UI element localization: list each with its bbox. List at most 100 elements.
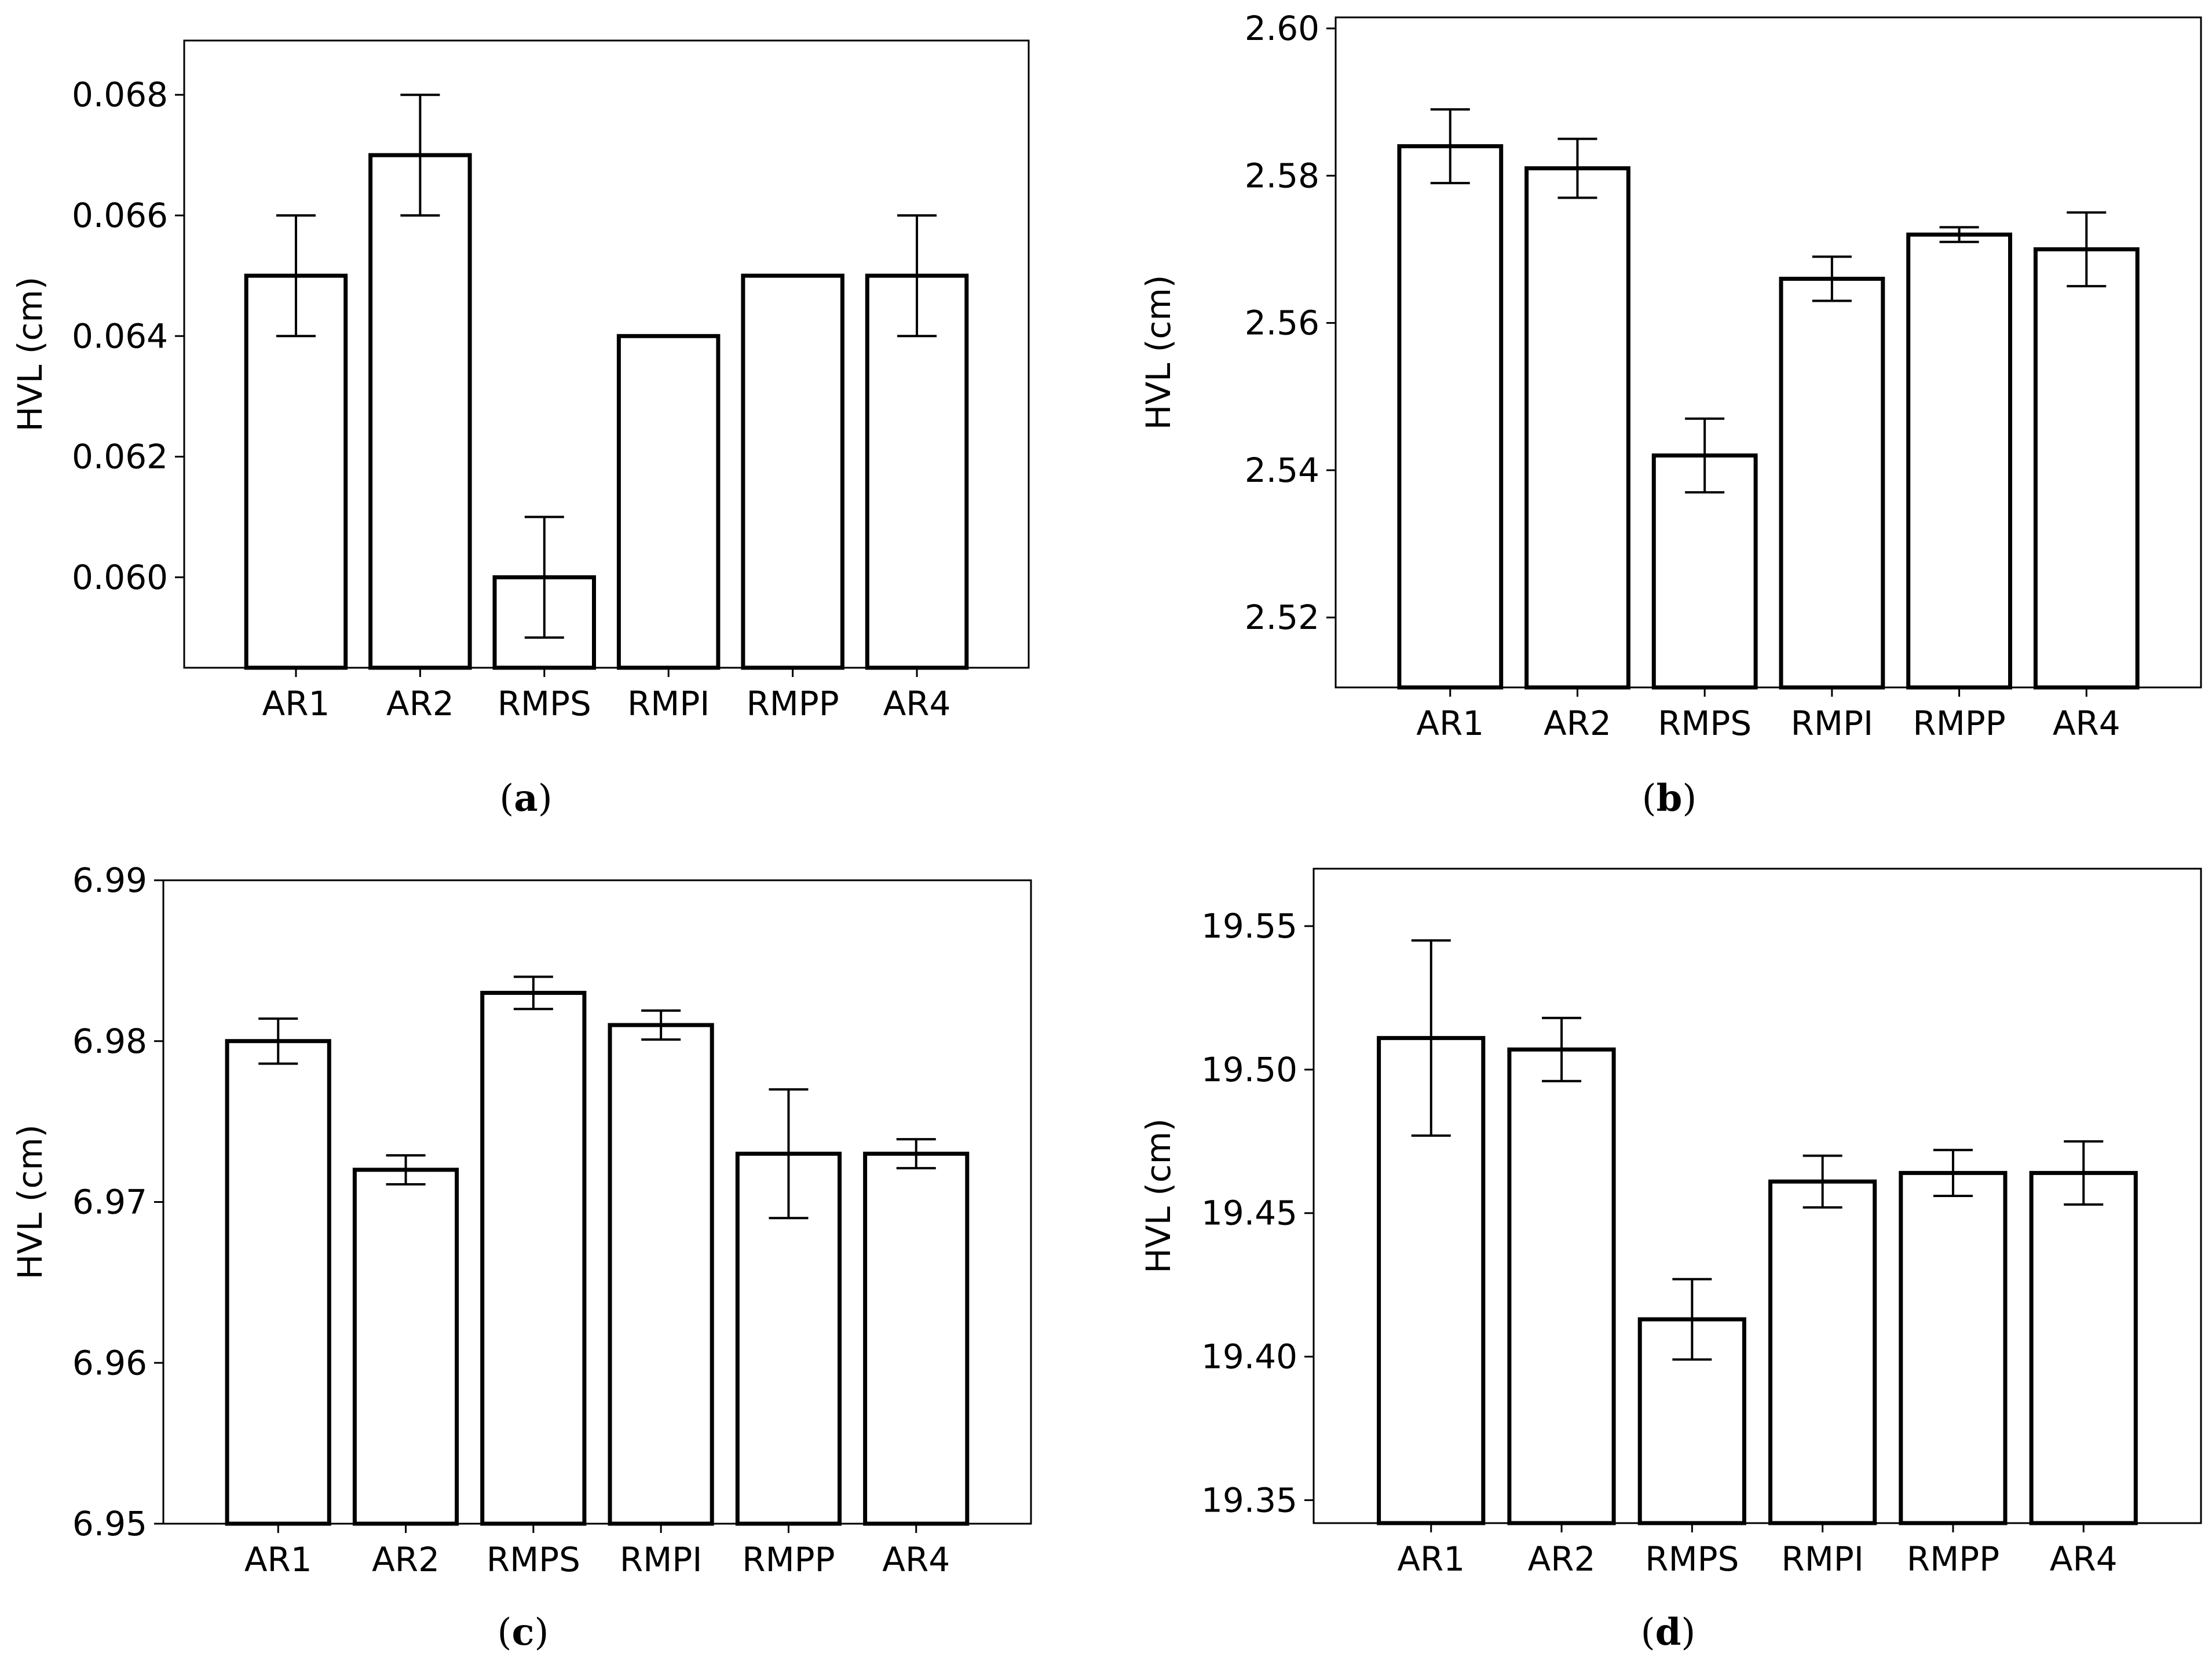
errorbar-rmpp xyxy=(1933,1148,1973,1197)
bar-ar2 xyxy=(1524,166,1630,690)
errorbar-ar2 xyxy=(1557,137,1597,199)
y-axis-label: HVL (cm) xyxy=(1139,1118,1178,1274)
axes-frame xyxy=(183,39,1030,669)
y-tick-label: 19.50 xyxy=(1201,1050,1297,1089)
errorbar-rmpp xyxy=(769,1088,809,1220)
bar-rmpp xyxy=(1899,1170,2008,1525)
x-tick-label-ar2: AR2 xyxy=(1528,1539,1596,1579)
y-tick-label: 19.55 xyxy=(1201,906,1297,946)
bar-rmpp xyxy=(1906,232,2012,690)
y-axis-label: HVL (cm) xyxy=(10,277,50,432)
bar-ar4 xyxy=(863,1151,970,1526)
bar-rmpi xyxy=(1779,276,1885,690)
bar-rmpi xyxy=(1768,1179,1877,1525)
y-tick-label: 2.58 xyxy=(1245,156,1319,195)
axes-frame xyxy=(1334,16,2202,689)
bar-rmpi xyxy=(608,1023,714,1526)
y-tick-label: 0.066 xyxy=(72,196,168,235)
x-tick-label-rmpp: RMPP xyxy=(1913,704,2005,743)
axes-frame xyxy=(1312,868,2202,1524)
errorbar-rmps xyxy=(513,975,553,1011)
y-tick-label: 19.40 xyxy=(1201,1337,1297,1377)
bar-rmps xyxy=(1651,453,1758,690)
panel-caption: (a) xyxy=(499,777,552,820)
bar-ar1 xyxy=(1397,144,1504,690)
bar-ar4 xyxy=(2029,1170,2138,1525)
x-tick-label-ar4: AR4 xyxy=(2053,704,2120,743)
bar-rmpi xyxy=(616,334,721,670)
errorbar-ar4 xyxy=(896,1138,936,1170)
errorbar-rmpi xyxy=(1812,255,1852,302)
y-tick-label: 6.98 xyxy=(72,1022,147,1061)
errorbar-rmps xyxy=(1672,1278,1712,1361)
bar-ar2 xyxy=(352,1168,459,1526)
x-tick-label-ar1: AR1 xyxy=(262,684,330,723)
errorbar-rmps xyxy=(524,515,564,639)
x-tick-label-rmpp: RMPP xyxy=(742,1540,835,1579)
bar-ar4 xyxy=(2033,247,2140,690)
errorbar-rmpp xyxy=(1939,226,1979,243)
x-tick-label-ar1: AR1 xyxy=(1416,704,1484,743)
errorbar-ar1 xyxy=(258,1017,298,1065)
y-tick-label: 2.56 xyxy=(1245,303,1319,343)
errorbar-ar4 xyxy=(2064,1140,2104,1206)
x-tick-label-rmps: RMPS xyxy=(498,684,591,723)
x-tick-label-ar2: AR2 xyxy=(386,684,454,723)
chart-panel-c: 6.95 6.96 6.97 6.98 6.99 AR1 AR2 RMPS RMPI RMPP AR… xyxy=(10,861,1032,1654)
chart-panel-b: 2.52 2.54 2.56 2.58 2.60 AR1 AR2 RMPS RMPI RMPP AR… xyxy=(1139,9,2202,820)
x-tick-label-rmpi: RMPI xyxy=(620,1540,702,1579)
x-tick-label-rmps: RMPS xyxy=(1658,704,1752,743)
y-tick-label: 19.45 xyxy=(1201,1194,1297,1233)
chart-panel-a: 0.060 0.062 0.064 0.066 0.068 AR1 AR2 RMPS RMPI R… xyxy=(10,39,1030,820)
errorbar-ar2 xyxy=(400,93,440,217)
errorbar-ar1 xyxy=(1430,108,1470,185)
errorbar-rmps xyxy=(1685,417,1725,494)
x-tick-label-ar1: AR1 xyxy=(244,1540,312,1579)
y-axis-label: HVL (cm) xyxy=(1139,275,1178,430)
y-axis-label: HVL (cm) xyxy=(10,1125,50,1280)
y-tick-label: 0.062 xyxy=(72,437,168,477)
chart-panel-d: 19.35 19.40 19.45 19.50 19.55 AR1 AR2 RMPS RMPI R… xyxy=(1139,868,2202,1654)
errorbar-ar1 xyxy=(276,214,316,338)
errorbar-rmpi xyxy=(1802,1154,1842,1209)
y-tick-label: 6.97 xyxy=(72,1183,147,1222)
bar-ar1 xyxy=(225,1039,331,1526)
x-tick-label-rmpp: RMPP xyxy=(1907,1539,1999,1579)
errorbar-ar1 xyxy=(1411,939,1451,1137)
y-tick-label: 19.35 xyxy=(1201,1480,1297,1520)
x-tick-label-ar4: AR4 xyxy=(882,1540,950,1579)
errorbar-ar2 xyxy=(386,1154,426,1185)
x-tick-label-ar2: AR2 xyxy=(1544,704,1611,743)
bar-rmps xyxy=(480,990,587,1526)
x-tick-label-rmpi: RMPI xyxy=(627,684,710,723)
errorbar-ar4 xyxy=(897,214,937,338)
panel-caption: (c) xyxy=(498,1611,549,1654)
bar-ar2 xyxy=(368,153,472,670)
x-tick-label-ar4: AR4 xyxy=(2050,1539,2118,1579)
y-tick-label: 6.95 xyxy=(72,1504,147,1543)
y-tick-label: 2.52 xyxy=(1245,598,1319,637)
panel-caption: (b) xyxy=(1642,777,1697,820)
errorbar-rmpi xyxy=(641,1009,681,1041)
bar-rmpp xyxy=(741,273,844,670)
y-tick-label: 0.068 xyxy=(72,75,168,115)
bar-ar1 xyxy=(244,273,348,670)
x-tick-label-ar4: AR4 xyxy=(883,684,951,723)
y-tick-label: 2.54 xyxy=(1245,451,1319,490)
y-tick-label: 0.060 xyxy=(72,558,168,597)
y-tick-label: 6.96 xyxy=(72,1343,147,1382)
x-tick-label-rmpi: RMPI xyxy=(1791,704,1873,743)
x-tick-label-rmps: RMPS xyxy=(1645,1539,1739,1579)
x-tick-label-ar1: AR1 xyxy=(1397,1539,1465,1579)
errorbar-ar2 xyxy=(1542,1016,1582,1082)
x-tick-label-ar2: AR2 xyxy=(372,1540,440,1579)
panel-caption: (d) xyxy=(1641,1611,1696,1654)
x-tick-label-rmpi: RMPI xyxy=(1781,1539,1863,1579)
y-tick-label: 0.064 xyxy=(72,316,168,356)
x-tick-label-rmps: RMPS xyxy=(487,1540,580,1579)
y-tick-label: 6.99 xyxy=(72,861,147,900)
bar-ar2 xyxy=(1507,1047,1616,1525)
y-tick-label: 2.60 xyxy=(1245,9,1319,48)
errorbar-ar4 xyxy=(2067,211,2107,288)
